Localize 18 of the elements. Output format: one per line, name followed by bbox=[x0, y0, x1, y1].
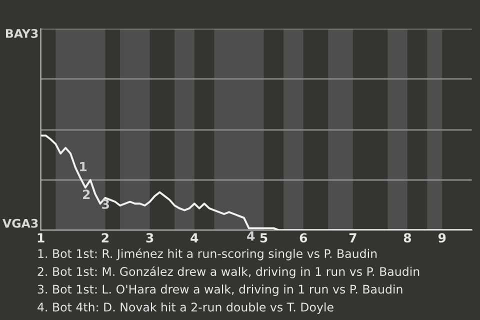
annotation: 2 bbox=[83, 190, 90, 199]
text: 3. Bot 1st: L. O'Hara drew a walk, driving in 1 run vs P. Baudin bbox=[38, 284, 402, 296]
x-tick-label: 9 bbox=[438, 233, 446, 243]
text: 2. Bot 1st: M. González drew a walk, driving in 1 run vs P. Baudin bbox=[38, 266, 420, 278]
x-tick-label: 4 bbox=[190, 233, 198, 242]
x-tick-label: 6 bbox=[300, 233, 308, 243]
x-tick-label: 7 bbox=[349, 233, 356, 242]
annotation: 1 bbox=[80, 162, 87, 172]
text: VGA3 bbox=[2, 218, 38, 228]
annotation: 3 bbox=[102, 199, 109, 209]
x-tick-label: 1 bbox=[38, 233, 44, 242]
text: 4. Bot 4th: D. Novak hit a 2-run double vs T. Doyle bbox=[38, 302, 334, 314]
x-tick-label: 5 bbox=[260, 233, 268, 243]
x-tick-label: 3 bbox=[146, 233, 154, 243]
x-tick-label: 2 bbox=[102, 233, 108, 242]
text: 1. Bot 1st: R. Jiménez hit a run-scoring single vs P. Baudin bbox=[38, 248, 377, 260]
text: BAY3 bbox=[6, 29, 38, 38]
x-tick-label: 8 bbox=[404, 233, 412, 243]
